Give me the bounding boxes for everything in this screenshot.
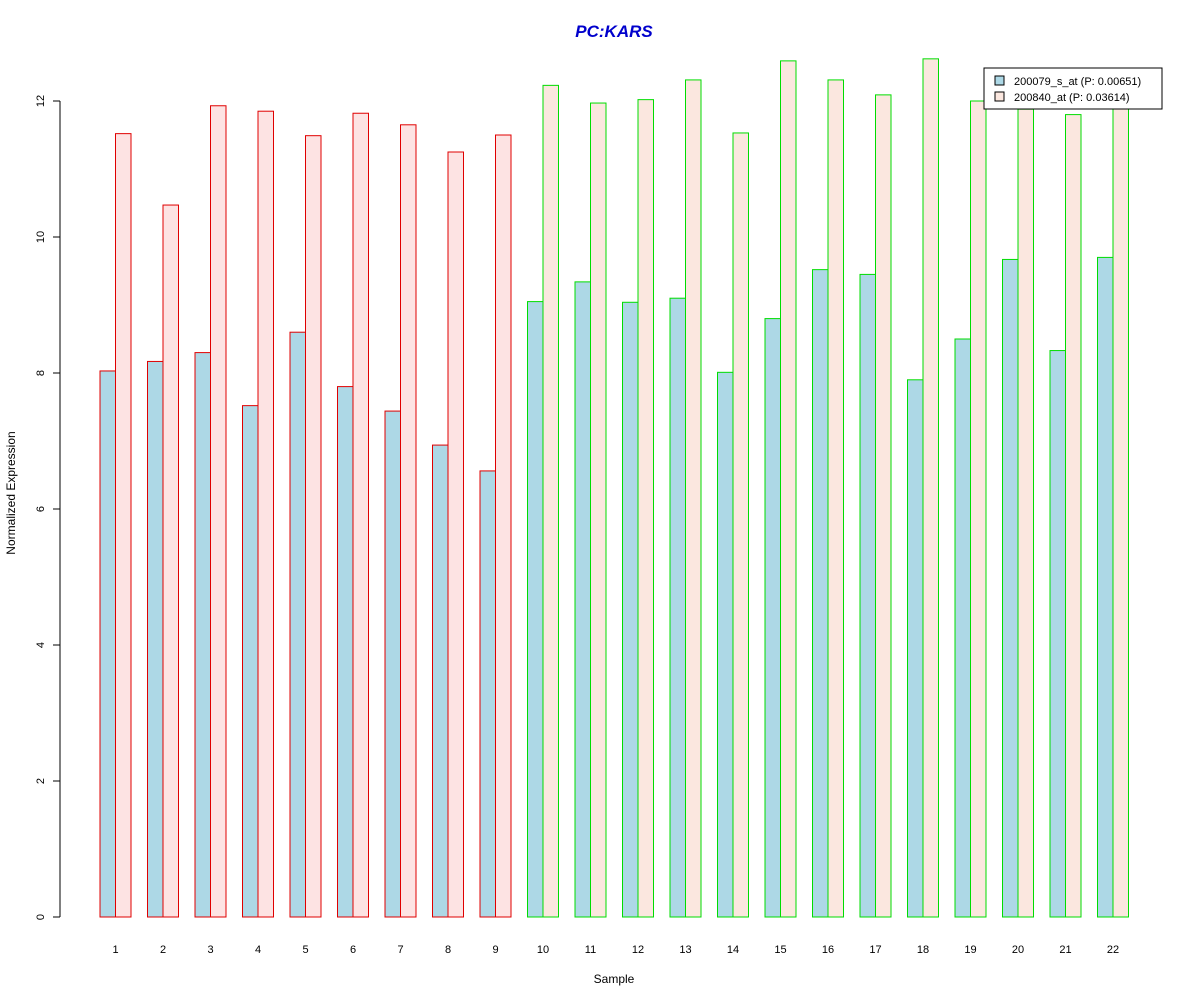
bar-series-1-sample-6 (337, 386, 354, 918)
x-tick-label: 12 (632, 944, 644, 956)
y-axis-label: Normalized Expression (4, 431, 18, 554)
bar-series-1-sample-4 (242, 405, 259, 918)
bar-series-1-sample-20 (1002, 258, 1019, 918)
bar-series-2-sample-18 (922, 58, 939, 918)
bar-series-1-sample-2 (147, 360, 164, 918)
bar-series-1-sample-9 (479, 470, 496, 918)
bar-series-1-sample-21 (1049, 350, 1066, 918)
y-tick-label: 12 (35, 95, 47, 107)
y-tick-label: 0 (35, 914, 47, 920)
legend-swatch-series-1 (994, 75, 1005, 86)
x-tick-label: 17 (869, 944, 881, 956)
bar-series-2-sample-16 (827, 79, 844, 918)
bar-series-1-sample-15 (764, 318, 781, 918)
bar-series-2-sample-9 (495, 134, 512, 918)
bar-series-1-sample-16 (812, 269, 829, 918)
bar-series-1-sample-8 (432, 444, 449, 918)
x-tick-label: 21 (1059, 944, 1071, 956)
bar-series-1-sample-5 (289, 331, 306, 918)
x-tick-label: 8 (445, 944, 451, 956)
bar-series-2-sample-10 (542, 84, 559, 918)
bar-series-2-sample-13 (685, 79, 702, 918)
bar-series-2-sample-15 (780, 60, 797, 918)
x-tick-label: 13 (679, 944, 691, 956)
bar-series-2-sample-22 (1112, 107, 1129, 918)
bar-series-2-sample-4 (257, 110, 274, 918)
x-tick-label: 6 (350, 944, 356, 956)
bar-series-1-sample-12 (622, 301, 639, 918)
legend-label-series-2: 200840_at (P: 0.03614) (1014, 92, 1130, 104)
x-tick-label: 5 (302, 944, 308, 956)
bar-series-2-sample-8 (447, 151, 464, 918)
x-tick-label: 22 (1107, 944, 1119, 956)
bar-series-1-sample-11 (574, 281, 591, 918)
bar-series-1-sample-1 (99, 370, 116, 918)
legend-box (983, 67, 1163, 110)
bar-series-2-sample-2 (162, 204, 179, 918)
bar-series-2-sample-11 (590, 102, 607, 918)
y-axis: 0 2 4 6 8 10 12 (35, 95, 60, 920)
y-tick-label: 2 (35, 778, 47, 784)
bar-series-2-sample-14 (732, 132, 749, 918)
x-tick-label: 11 (585, 944, 596, 956)
bar-series-2-sample-5 (305, 135, 322, 918)
bar-series-2-sample-1 (115, 133, 132, 918)
x-axis-label: Sample (594, 972, 635, 986)
x-tick-label: 3 (207, 944, 213, 956)
legend-swatch-series-2 (994, 91, 1005, 102)
y-tick-label: 6 (35, 506, 47, 512)
x-tick-label: 1 (112, 944, 118, 956)
bar-series-1-sample-18 (907, 379, 924, 918)
bar-series-1-sample-7 (384, 410, 401, 918)
y-tick-label: 4 (35, 642, 47, 648)
x-axis: 1 2 3 4 5 6 7 8 9 10 11 12 13 14 15 16 17 18 19 20 21 22 (112, 944, 1119, 956)
x-tick-label: 16 (822, 944, 834, 956)
plot-area (99, 58, 1129, 918)
x-tick-label: 15 (774, 944, 786, 956)
bar-series-1-sample-3 (194, 352, 211, 918)
y-tick-label: 8 (35, 370, 47, 376)
x-tick-label: 20 (1012, 944, 1024, 956)
x-tick-label: 19 (964, 944, 976, 956)
bar-series-2-sample-21 (1065, 114, 1082, 918)
bar-series-1-sample-10 (527, 301, 544, 918)
x-tick-label: 4 (255, 944, 261, 956)
x-tick-label: 10 (537, 944, 549, 956)
legend: 200079_s_at (P: 0.00651) 200840_at (P: 0… (983, 67, 1163, 110)
x-tick-label: 7 (397, 944, 403, 956)
bar-series-1-sample-19 (954, 338, 971, 918)
x-tick-label: 9 (492, 944, 498, 956)
bar-series-1-sample-22 (1097, 256, 1114, 918)
bar-series-2-sample-19 (970, 100, 987, 918)
bar-series-2-sample-3 (210, 105, 227, 918)
x-tick-label: 2 (160, 944, 166, 956)
y-tick-label: 10 (35, 231, 47, 243)
legend-label-series-1: 200079_s_at (P: 0.00651) (1014, 76, 1141, 88)
bar-series-2-sample-12 (637, 99, 654, 918)
bar-series-2-sample-7 (400, 124, 417, 918)
bar-series-1-sample-17 (859, 273, 876, 918)
x-tick-label: 18 (917, 944, 929, 956)
bar-series-2-sample-20 (1017, 108, 1034, 918)
bar-series-2-sample-6 (352, 112, 369, 918)
x-tick-label: 14 (727, 944, 739, 956)
bar-series-2-sample-17 (875, 94, 892, 918)
bar-series-1-sample-14 (717, 371, 734, 918)
chart-title: PC:KARS (575, 22, 653, 41)
bar-series-1-sample-13 (669, 297, 686, 918)
